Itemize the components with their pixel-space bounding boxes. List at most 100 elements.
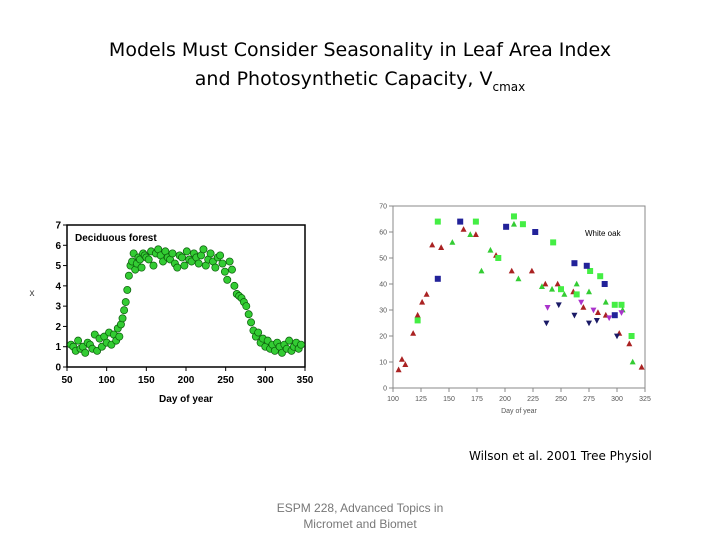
data-point bbox=[618, 301, 625, 308]
data-point bbox=[223, 275, 232, 284]
data-point bbox=[586, 288, 592, 295]
data-point bbox=[510, 213, 517, 220]
data-point bbox=[178, 253, 186, 262]
x-tick-label: 150 bbox=[138, 375, 155, 386]
x-tick-label: 300 bbox=[611, 396, 623, 403]
x-tick-label: 200 bbox=[178, 375, 195, 386]
y-axis-label: x bbox=[30, 288, 35, 299]
data-point bbox=[429, 241, 436, 248]
white-oak-chart: 100 125 150 175 200 225 250 275 300 325 0 10 20 30 40 5… bbox=[379, 203, 651, 415]
data-point bbox=[467, 231, 474, 237]
chart-annotation: Deciduous forest bbox=[75, 233, 157, 244]
y-tick-label: 2 bbox=[55, 322, 61, 333]
data-point bbox=[555, 302, 562, 309]
data-point bbox=[590, 307, 597, 314]
deciduous-forest-chart: 50 100 150 200 250 300 350 0 1 2 3 4 5 6 7 Day of year x… bbox=[30, 221, 314, 406]
data-point bbox=[629, 358, 636, 365]
data-point bbox=[638, 363, 645, 370]
footer-line-2: Micromet and Biomet bbox=[303, 517, 417, 531]
data-point bbox=[597, 273, 604, 280]
data-point bbox=[410, 330, 417, 336]
citation: Wilson et al. 2001 Tree Physiol bbox=[469, 449, 652, 463]
data-point bbox=[460, 226, 467, 232]
data-point bbox=[449, 239, 456, 245]
x-tick-label: 325 bbox=[639, 396, 651, 403]
data-point bbox=[549, 285, 556, 292]
data-point bbox=[124, 271, 133, 280]
data-point bbox=[423, 291, 430, 297]
series-2 bbox=[414, 213, 635, 339]
data-point bbox=[515, 275, 522, 282]
y-tick-label: 70 bbox=[379, 203, 387, 210]
data-point bbox=[180, 261, 189, 270]
data-point bbox=[216, 251, 225, 260]
data-point bbox=[626, 340, 633, 347]
data-point bbox=[593, 318, 600, 324]
x-tick-label: 100 bbox=[98, 375, 115, 386]
data-point bbox=[149, 261, 158, 270]
data-point bbox=[573, 291, 580, 298]
x-tick-label: 250 bbox=[217, 375, 234, 386]
title-line-2-main: and Photosynthetic Capacity, V bbox=[194, 68, 493, 90]
x-tick-label: 50 bbox=[61, 375, 73, 386]
data-point bbox=[542, 280, 549, 287]
data-point bbox=[618, 310, 625, 316]
data-point bbox=[538, 283, 545, 289]
series-1 bbox=[395, 226, 645, 373]
y-tick-label: 0 bbox=[383, 385, 387, 392]
data-point bbox=[544, 305, 551, 311]
data-point bbox=[583, 262, 590, 269]
y-tick-label: 4 bbox=[55, 281, 61, 292]
data-point bbox=[495, 255, 502, 261]
data-point bbox=[472, 218, 479, 225]
data-point bbox=[206, 249, 215, 258]
y-tick-label: 30 bbox=[379, 307, 387, 314]
y-tick-label: 10 bbox=[379, 359, 387, 366]
data-point bbox=[398, 356, 405, 362]
series-5 bbox=[544, 299, 625, 322]
data-point bbox=[543, 320, 550, 327]
data-point bbox=[199, 245, 208, 254]
data-point bbox=[194, 259, 203, 268]
data-point bbox=[601, 281, 608, 287]
y-tick-label: 6 bbox=[55, 241, 61, 252]
data-point bbox=[123, 285, 132, 294]
x-axis-label: Day of year bbox=[501, 408, 537, 415]
footer: ESPM 228, Advanced Topics in Micromet an… bbox=[260, 500, 460, 532]
data-point bbox=[434, 218, 441, 225]
slide-title: Models Must Consider Seasonality in Leaf… bbox=[40, 36, 680, 96]
x-tick-label: 125 bbox=[415, 396, 427, 403]
data-point bbox=[254, 328, 263, 337]
data-point bbox=[225, 257, 234, 266]
title-line-1: Models Must Consider Seasonality in Leaf… bbox=[108, 39, 612, 61]
data-point bbox=[532, 229, 539, 235]
data-point bbox=[220, 267, 229, 276]
data-point bbox=[438, 244, 445, 250]
data-point bbox=[297, 340, 305, 349]
data-point bbox=[218, 259, 227, 268]
data-point bbox=[228, 265, 236, 274]
data-point bbox=[528, 267, 535, 274]
y-tick-label: 3 bbox=[55, 302, 61, 313]
data-point bbox=[395, 366, 402, 373]
data-point bbox=[614, 333, 620, 340]
data-point bbox=[457, 218, 464, 225]
x-tick-label: 150 bbox=[443, 396, 455, 403]
y-tick-label: 1 bbox=[55, 342, 61, 353]
y-tick-label: 50 bbox=[379, 255, 387, 262]
plot-frame bbox=[392, 205, 646, 389]
data-point bbox=[242, 302, 251, 311]
x-tick-label: 200 bbox=[499, 396, 511, 403]
data-point bbox=[503, 223, 510, 230]
data-point bbox=[414, 311, 421, 318]
data-point bbox=[120, 306, 129, 315]
x-tick-label: 250 bbox=[555, 396, 567, 403]
data-point bbox=[578, 299, 585, 306]
y-tick-label: 0 bbox=[55, 363, 61, 374]
data-point bbox=[519, 221, 526, 228]
data-point bbox=[414, 317, 421, 324]
chart-annotation: White oak bbox=[585, 229, 622, 238]
data-point bbox=[419, 298, 426, 305]
y-tick-label: 60 bbox=[379, 229, 387, 236]
data-point bbox=[74, 336, 83, 345]
